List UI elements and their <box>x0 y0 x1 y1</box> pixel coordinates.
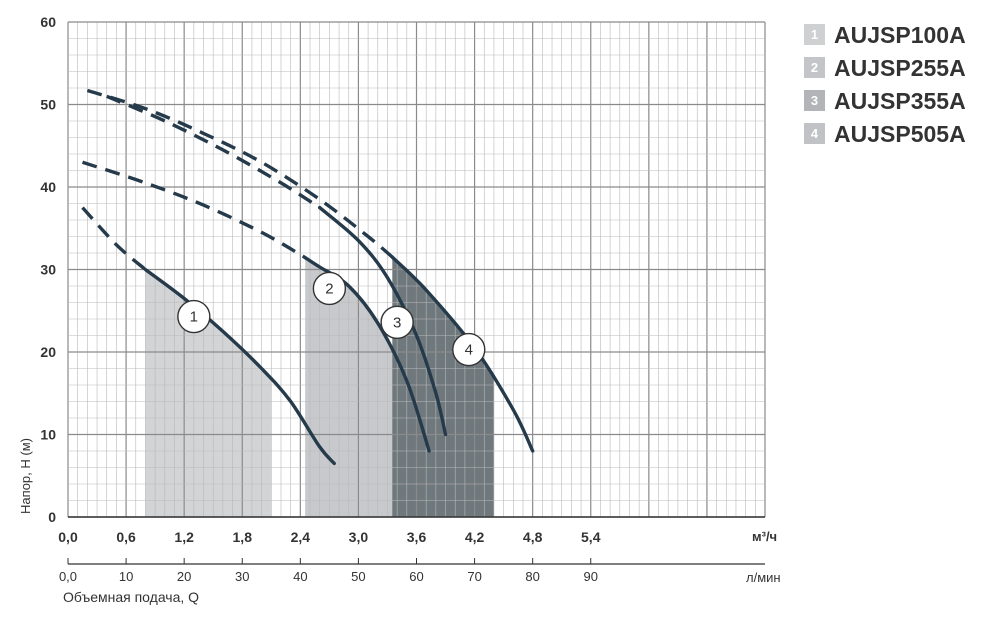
x-tick-label: 0,6 <box>116 529 136 545</box>
x-tick-label: 0,0 <box>58 529 78 545</box>
x2-tick-label: 80 <box>525 569 539 584</box>
legend-label: AUJSP255A <box>834 55 966 81</box>
x-tick-label: 3,0 <box>349 529 369 545</box>
legend-number: 1 <box>811 27 818 42</box>
x2-tick-label: 20 <box>177 569 191 584</box>
curve-marker-label: 4 <box>465 342 473 359</box>
y-tick-label: 60 <box>40 14 56 30</box>
x2-tick-label: 0,0 <box>59 569 77 584</box>
x-tick-label: 2,4 <box>291 529 311 545</box>
legend-number: 3 <box>811 93 818 108</box>
x-tick-label: 4,2 <box>465 529 485 545</box>
x-axis-label: Объемная подача, Q <box>63 589 199 605</box>
y-tick-label: 40 <box>40 179 56 195</box>
curve-marker-label: 2 <box>325 280 333 297</box>
legend-label: AUJSP100A <box>834 22 966 48</box>
x2-tick-label: 30 <box>235 569 249 584</box>
x2-tick-label: 60 <box>409 569 423 584</box>
x-tick-label: 4,8 <box>523 529 543 545</box>
x2-tick-label: 70 <box>467 569 481 584</box>
legend: 1 AUJSP100A 2 AUJSP255A 3 AUJSP355A 4 AUJSP505A <box>804 22 966 147</box>
y-axis-label: Напор, H (м) <box>18 438 33 514</box>
x-tick-label: 1,2 <box>174 529 194 545</box>
x2-tick-label: 10 <box>119 569 133 584</box>
x-tick-label: 5,4 <box>581 529 601 545</box>
y-tick-label: 20 <box>40 344 56 360</box>
x2-tick-label: 90 <box>584 569 598 584</box>
x2-axis-unit: л/мин <box>746 570 781 585</box>
y-tick-label: 10 <box>40 427 56 443</box>
legend-number: 2 <box>811 60 818 75</box>
y-tick-label: 30 <box>40 262 56 278</box>
band-AUJSP100A <box>145 270 271 518</box>
legend-number: 4 <box>811 126 819 141</box>
x2-tick-label: 40 <box>293 569 307 584</box>
curve-marker-label: 1 <box>190 309 198 326</box>
x-tick-label: 1,8 <box>233 529 253 545</box>
x2-tick-label: 50 <box>351 569 365 584</box>
x-tick-label: 3,6 <box>407 529 427 545</box>
curve-dashed-AUJSP505A <box>87 91 392 258</box>
legend-label: AUJSP355A <box>834 88 966 114</box>
curve-marker-label: 3 <box>393 314 401 331</box>
y-tick-label: 50 <box>40 97 56 113</box>
x-axis-unit: м³/ч <box>752 529 777 544</box>
legend-label: AUJSP505A <box>834 121 966 147</box>
y-tick-label: 0 <box>48 509 56 525</box>
